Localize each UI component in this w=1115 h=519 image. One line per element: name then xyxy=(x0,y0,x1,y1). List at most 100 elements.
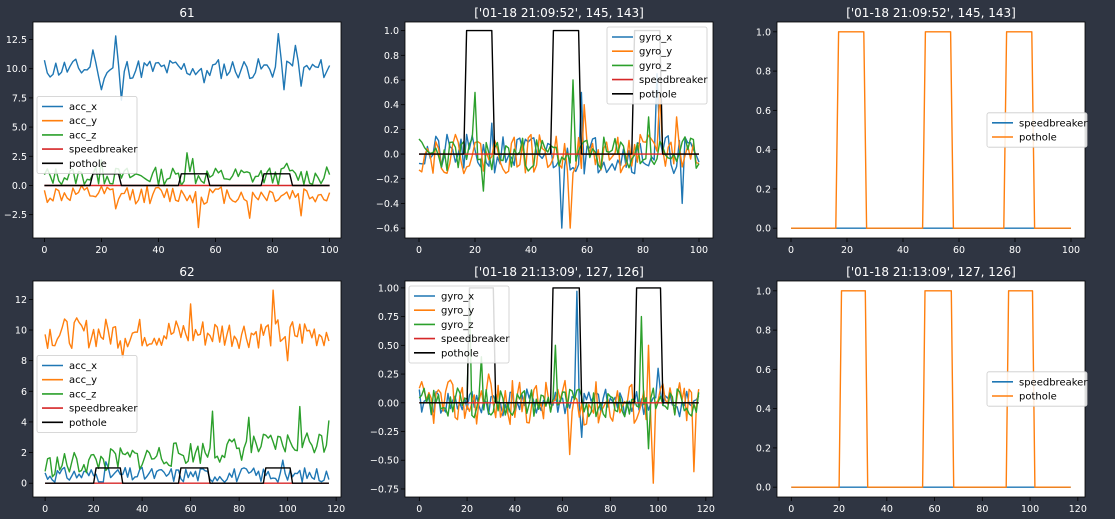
y-tick-label: 0.4 xyxy=(756,145,771,156)
legend-label: speedbreaker xyxy=(639,75,708,86)
x-tick-label: 120 xyxy=(1069,504,1087,515)
plot-frame xyxy=(404,280,714,498)
y-tick-label: −0.4 xyxy=(376,199,399,210)
y-tick-label: 0.00 xyxy=(378,398,399,409)
x-tick-label: 40 xyxy=(881,504,893,515)
subplot-5: ['01-18 21:13:09', 127, 126] 0 20 40 60 80 100… xyxy=(370,265,715,515)
x-tick-label: 20 xyxy=(88,504,100,515)
subplot-1: 61 0 20 40 60 80 100 −2.5 0.0 2.5 5.0 7.5 10.0 12.5 ac… xyxy=(4,6,342,256)
x-tick-label: 60 xyxy=(185,504,197,515)
legend-label: acc_z xyxy=(69,389,96,400)
series-line-pothole xyxy=(791,290,1071,488)
x-tick-label: 0 xyxy=(788,504,794,515)
series-line-pothole xyxy=(45,467,329,484)
y-tick-label: 0 xyxy=(21,479,27,490)
y-tick-label: 12.5 xyxy=(6,35,27,46)
series-line-gyro_x xyxy=(418,290,700,438)
legend-box xyxy=(986,371,1088,407)
x-tick-label: 60 xyxy=(209,245,221,256)
y-tick-label: 0.0 xyxy=(756,224,771,235)
subplot-2: ['01-18 21:09:52', 145, 143] 0 20 40 60 80 100… xyxy=(376,6,714,256)
x-tick-label: 80 xyxy=(233,504,245,515)
subplot-6: ['01-18 21:13:09', 127, 126] 0 20 40 60 80 100… xyxy=(756,265,1088,515)
plot-frame xyxy=(32,280,342,498)
y-tick-label: 6 xyxy=(21,387,27,398)
y-tick-label: 2 xyxy=(21,448,27,459)
y-tick-label: 0.8 xyxy=(384,51,399,62)
x-tick-label: 0 xyxy=(788,245,794,256)
legend-label: speedbreaker xyxy=(441,334,510,345)
y-tick-label: 0.0 xyxy=(12,181,27,192)
x-tick-label: 80 xyxy=(267,245,279,256)
series-line-acc_z xyxy=(44,405,330,478)
x-tick-label: 60 xyxy=(953,245,965,256)
x-tick-label: 60 xyxy=(929,504,941,515)
y-tick-label: 0.8 xyxy=(756,67,771,78)
y-tick-label: 5.0 xyxy=(12,123,27,134)
x-tick-label: 0 xyxy=(416,245,422,256)
series-line-acc_y xyxy=(44,289,330,362)
y-tick-label: 0.25 xyxy=(378,370,399,381)
series-line-acc_x xyxy=(43,33,331,101)
subplot-3: ['01-18 21:09:52', 145, 143] 0 20 40 60 80 100… xyxy=(756,6,1088,256)
y-tick-label: 0.2 xyxy=(756,184,771,195)
legend: acc_x acc_y acc_z speedbreaker pothole xyxy=(36,355,138,433)
legend-label: pothole xyxy=(441,348,479,359)
y-tick-label: 10.0 xyxy=(6,64,27,75)
y-tick-label: 0.8 xyxy=(756,326,771,337)
x-tick-label: 0 xyxy=(416,504,422,515)
chart-title: 62 xyxy=(179,265,194,279)
y-tick-label: 4 xyxy=(21,417,27,428)
legend-label: gyro_x xyxy=(639,33,672,44)
x-tick-label: 40 xyxy=(136,504,148,515)
y-tick-label: 1.0 xyxy=(756,27,771,38)
legend-label: gyro_z xyxy=(639,61,672,72)
x-tick-label: 40 xyxy=(152,245,164,256)
y-tick-label: 0.75 xyxy=(378,312,399,323)
legend-label: acc_x xyxy=(69,361,97,372)
legend-label: gyro_x xyxy=(441,292,474,303)
x-tick-label: 0 xyxy=(41,245,47,256)
y-tick-label: 1.0 xyxy=(384,26,399,37)
chart-title: 61 xyxy=(179,6,194,20)
x-tick-label: 20 xyxy=(95,245,107,256)
legend-label: speedbreaker xyxy=(69,145,138,156)
legend-box xyxy=(408,285,510,364)
y-tick-label: 0.50 xyxy=(378,341,399,352)
y-tick-label: 0.0 xyxy=(384,150,399,161)
x-tick-label: 20 xyxy=(833,504,845,515)
x-tick-label: 100 xyxy=(690,245,708,256)
x-tick-label: 100 xyxy=(1021,504,1039,515)
legend-label: speedbreaker xyxy=(69,404,138,415)
x-tick-label: 20 xyxy=(469,245,481,256)
chart-title: ['01-18 21:09:52', 145, 143] xyxy=(846,6,1016,20)
y-tick-label: −0.6 xyxy=(376,224,399,235)
series-line-pothole xyxy=(791,31,1071,229)
legend-box xyxy=(36,355,138,433)
x-tick-label: 20 xyxy=(461,504,473,515)
x-tick-label: 100 xyxy=(1062,245,1080,256)
legend-box xyxy=(986,112,1088,148)
x-tick-label: 100 xyxy=(279,504,297,515)
x-tick-label: 60 xyxy=(557,504,569,515)
legend: gyro_x gyro_y gyro_z speedbreaker pothole xyxy=(408,285,510,364)
legend: speedbreaker pothole xyxy=(986,371,1088,407)
x-tick-label: 100 xyxy=(321,245,339,256)
legend-box xyxy=(606,26,708,105)
y-tick-label: 12 xyxy=(15,295,27,306)
series-line-gyro_y xyxy=(418,344,700,484)
y-tick-label: 0.6 xyxy=(384,76,399,87)
series-line-gyro_z xyxy=(418,292,700,450)
y-tick-label: 2.5 xyxy=(12,152,27,163)
x-tick-label: 120 xyxy=(697,504,715,515)
y-tick-label: 7.5 xyxy=(12,93,27,104)
plot-frame xyxy=(32,21,342,239)
y-tick-label: 1.00 xyxy=(378,283,399,294)
y-tick-label: 0.6 xyxy=(756,106,771,117)
series-line-acc_x xyxy=(44,459,330,483)
y-tick-label: −0.50 xyxy=(370,456,399,467)
y-tick-label: −0.2 xyxy=(376,174,399,185)
legend-label: speedbreaker xyxy=(1019,377,1088,388)
x-tick-label: 80 xyxy=(1009,245,1021,256)
